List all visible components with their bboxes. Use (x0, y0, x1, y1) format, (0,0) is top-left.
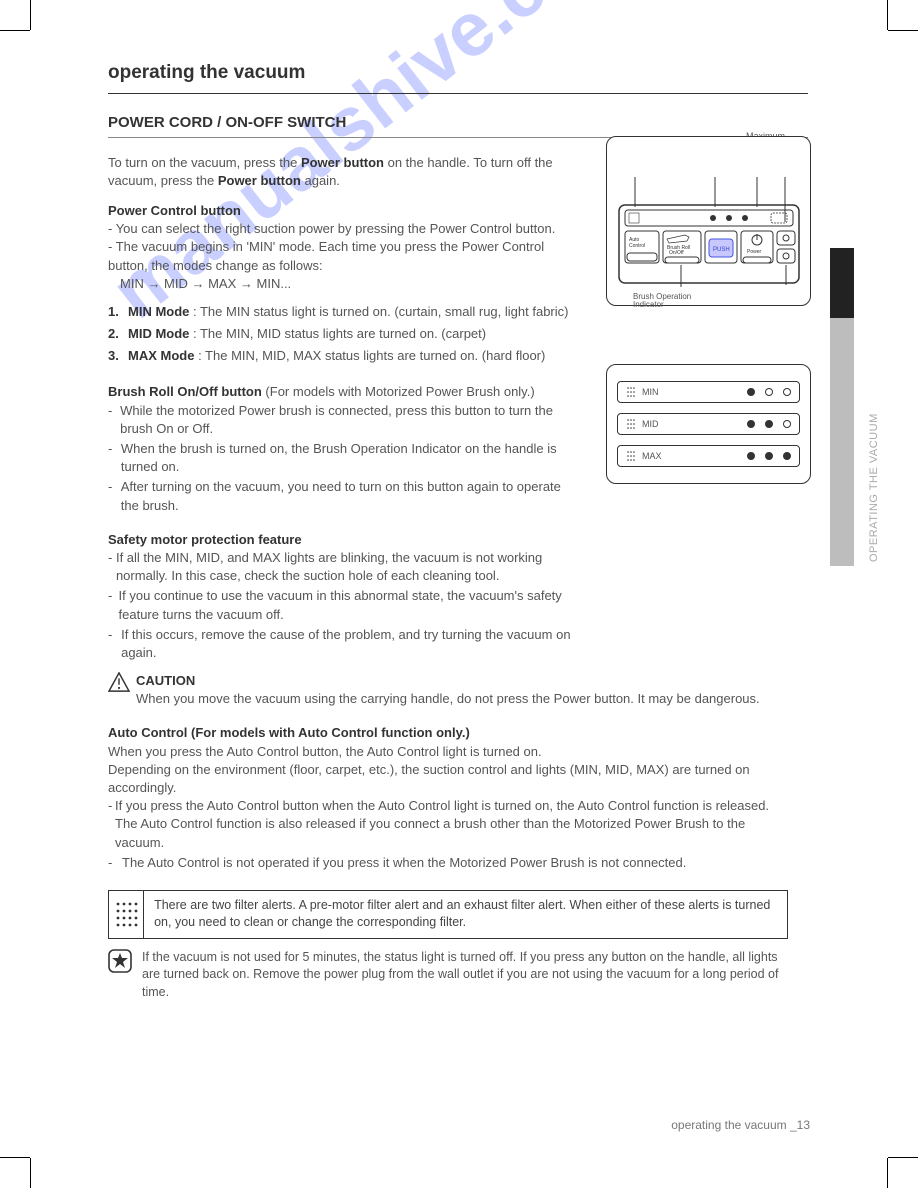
section-title: operating the vacuum (108, 60, 808, 94)
sub-title: POWER CORD / ON-OFF SWITCH (108, 112, 808, 138)
svg-text:On/Off: On/Off (669, 250, 684, 256)
filter-grid-icon (114, 900, 138, 928)
svg-text:PUSH: PUSH (713, 247, 730, 253)
control-panel-diagram: AutoControl Brush RollOn/Off PUSH Power (617, 177, 801, 287)
page-number: operating the vacuum _13 (671, 1117, 810, 1134)
star-note-icon (108, 949, 132, 973)
pc-heading: Power Control button (108, 202, 578, 220)
led-row-max: MAX (617, 445, 800, 467)
side-tab-label: OPERATING THE VACUUM (867, 272, 882, 562)
led-row-min: MIN (617, 381, 800, 403)
filter-alert-box: There are two filter alerts. A pre-motor… (108, 890, 788, 939)
warning-icon (108, 672, 130, 692)
auto-heading: Auto Control (For models with Auto Contr… (108, 724, 788, 742)
body-text: To turn on the vacuum, press the Power b… (108, 154, 578, 663)
fig1-label-bri: Brush Operation Indicator (633, 293, 713, 309)
note-block: If the vacuum is not used for 5 minutes,… (108, 949, 788, 1002)
led-row-label: MID (642, 418, 659, 431)
led-row-mid: MID (617, 413, 800, 435)
protect-heading: Safety motor protection feature (108, 531, 578, 549)
led-row-label: MAX (642, 450, 662, 463)
side-tab (830, 248, 854, 566)
caution-block: CAUTION When you move the vacuum using t… (108, 672, 788, 708)
svg-text:Control: Control (629, 243, 645, 249)
svg-text:Power: Power (747, 249, 762, 255)
led-row-label: MIN (642, 386, 659, 399)
